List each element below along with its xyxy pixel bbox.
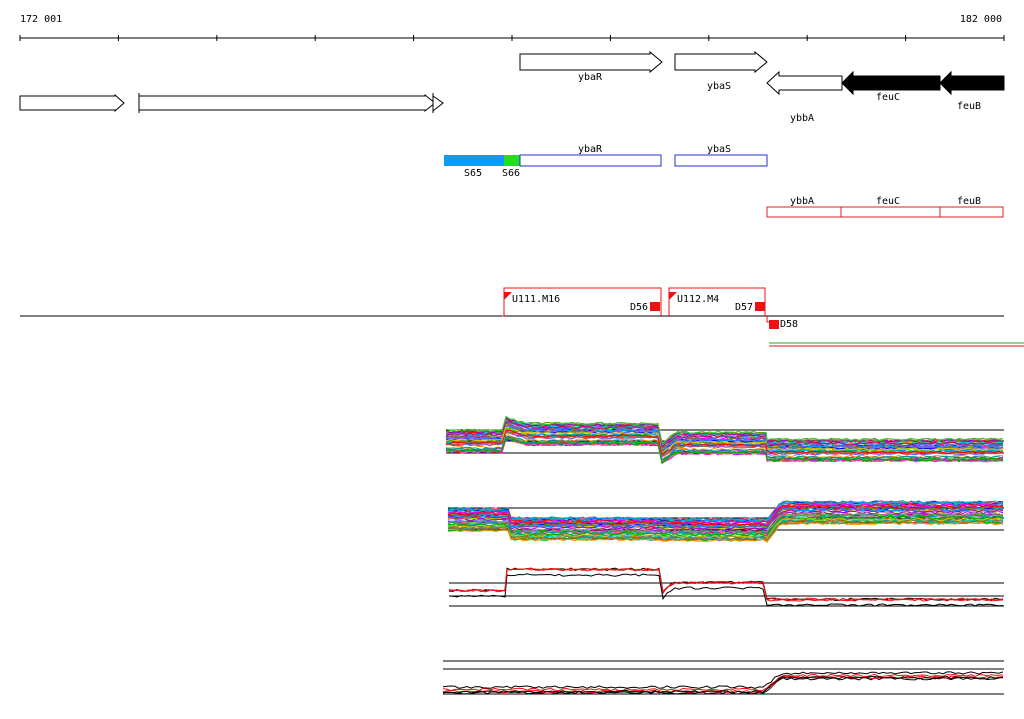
expression-trace (447, 517, 1004, 539)
plus-segment-track: S65 S66 ybaR ybaS (444, 144, 768, 179)
expression-trace (448, 567, 1004, 602)
gene-ybbA-arrow[interactable] (766, 70, 843, 96)
segment-feuC[interactable] (840, 206, 941, 218)
segment-ybaS[interactable] (674, 154, 768, 167)
expression-trace (445, 415, 1004, 444)
segment-S65-label: S65 (464, 168, 482, 179)
terminator-D58[interactable] (769, 320, 779, 329)
gene-track: ybaR ybaS ybbA feuC feuB (19, 50, 1005, 124)
segment-feuB-label: feuB (957, 196, 981, 207)
expression-trace (445, 435, 1004, 461)
expression-trace (442, 675, 1004, 694)
expression-trace (445, 426, 1004, 455)
segment-ybbA-label: ybbA (790, 196, 814, 207)
gene-left-3-arrow[interactable] (432, 95, 444, 113)
tu-U111-outline[interactable] (502, 287, 662, 317)
transcription-unit-track: U111.M16 D56 U112.M4 D57 D58 (20, 287, 1024, 347)
expression-trace (447, 501, 1004, 522)
terminator-D56[interactable] (650, 302, 660, 311)
expression-trace (442, 671, 1004, 689)
gene-feuC-arrow[interactable] (841, 70, 941, 96)
expression-trace (447, 521, 1004, 543)
expression-trace (447, 517, 1004, 539)
tu-U112-label: U112.M4 (677, 294, 719, 305)
expression-trace (447, 514, 1004, 536)
expression-trace (445, 425, 1004, 452)
tu-minus-tick (766, 316, 769, 323)
gene-ybbA-label: ybbA (790, 113, 814, 124)
segment-S65[interactable] (444, 155, 504, 166)
expression-panel-1 (445, 415, 1004, 465)
segment-feuC-label: feuC (876, 196, 900, 207)
coordinate-ruler: 172 001 182 000 (19, 14, 1005, 41)
tu-U111-label: U111.M16 (512, 294, 560, 305)
segment-S66-label: S66 (502, 168, 520, 179)
segment-ybaR-label: ybaR (578, 144, 603, 155)
expression-trace (445, 421, 1004, 449)
expression-trace (448, 573, 1004, 607)
expression-trace (447, 505, 1004, 527)
tu-U111-start-flag (504, 292, 512, 300)
gene-left-2-arrow[interactable] (138, 93, 436, 113)
minus-segment-track: ybbA feuC feuB (766, 196, 1004, 218)
tu-U112-start-flag (669, 292, 677, 300)
gene-ybaR-arrow[interactable] (519, 50, 663, 74)
gene-left-1-arrow[interactable] (19, 93, 125, 113)
gene-feuC-label: feuC (876, 92, 900, 103)
gene-ybaR-label: ybaR (578, 72, 603, 83)
terminator-D57[interactable] (755, 302, 765, 311)
expression-panel-2 (447, 500, 1004, 543)
gene-feuB-arrow[interactable] (939, 70, 1005, 96)
expression-panel-4 (442, 660, 1004, 695)
segment-feuB[interactable] (939, 206, 1004, 218)
expression-panel-3 (448, 567, 1004, 607)
expression-trace (445, 437, 1004, 465)
segment-ybbA[interactable] (766, 206, 842, 218)
terminator-D57-label: D57 (735, 302, 753, 313)
ruler-ticks (19, 35, 1005, 41)
segment-S66[interactable] (504, 155, 520, 166)
expression-trace (447, 503, 1004, 525)
terminator-D58-label: D58 (780, 319, 798, 330)
expression-trace (447, 507, 1003, 529)
gene-ybaS-label: ybaS (707, 81, 731, 92)
gene-ybaS-arrow[interactable] (674, 50, 768, 74)
expression-trace (447, 515, 1004, 537)
segment-ybaR[interactable] (519, 154, 662, 167)
segment-ybaS-label: ybaS (707, 144, 731, 155)
ruler-start-label: 172 001 (20, 14, 62, 25)
expression-trace (445, 429, 1004, 456)
gene-feuB-label: feuB (957, 101, 981, 112)
terminator-D56-label: D56 (630, 302, 648, 313)
ruler-end-label: 182 000 (960, 14, 1002, 25)
